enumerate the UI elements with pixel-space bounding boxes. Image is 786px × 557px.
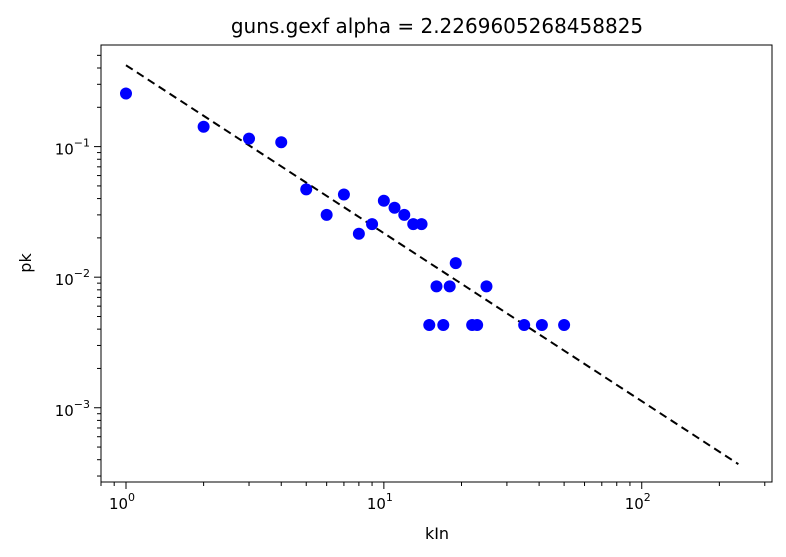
data-point	[480, 280, 493, 293]
data-point	[243, 132, 256, 145]
data-point	[366, 218, 379, 231]
data-points	[119, 87, 571, 332]
x-tick-exponent: 0	[128, 491, 135, 504]
data-point	[388, 201, 401, 214]
data-point	[377, 194, 390, 207]
data-point	[119, 87, 132, 100]
data-point	[398, 208, 411, 221]
data-point	[423, 319, 436, 332]
x-tick-exponent: 1	[386, 491, 393, 504]
data-point	[443, 280, 456, 293]
data-point	[337, 188, 350, 201]
data-point	[437, 319, 450, 332]
data-point	[320, 208, 333, 221]
y-tick-exponent: −2	[74, 267, 90, 280]
y-tick-label: 10−1	[55, 137, 90, 159]
data-point	[275, 136, 288, 149]
y-tick-exponent: −1	[74, 137, 90, 150]
data-point	[407, 218, 420, 231]
x-tick-label: 102	[625, 491, 651, 513]
data-point	[449, 257, 462, 270]
fit-line	[125, 64, 739, 465]
data-point	[558, 319, 571, 332]
data-point	[197, 120, 210, 133]
x-tick-label: 100	[109, 491, 135, 513]
x-tick-exponent: 2	[644, 491, 651, 504]
data-point	[535, 319, 548, 332]
data-point	[352, 227, 365, 240]
data-point	[415, 218, 428, 231]
y-tick-label: 10−2	[55, 267, 90, 289]
plot-frame	[100, 44, 773, 483]
chart-title: guns.gexf alpha = 2.2269605268458825	[231, 14, 643, 38]
x-axis-label: kIn	[425, 524, 449, 543]
data-point	[471, 319, 484, 332]
y-axis-label: pk	[16, 253, 35, 273]
x-tick-label: 101	[367, 491, 393, 513]
y-tick-label: 10−3	[55, 398, 90, 420]
data-point	[430, 280, 443, 293]
y-tick-exponent: −3	[74, 398, 90, 411]
data-point	[300, 183, 313, 196]
data-point	[518, 319, 531, 332]
